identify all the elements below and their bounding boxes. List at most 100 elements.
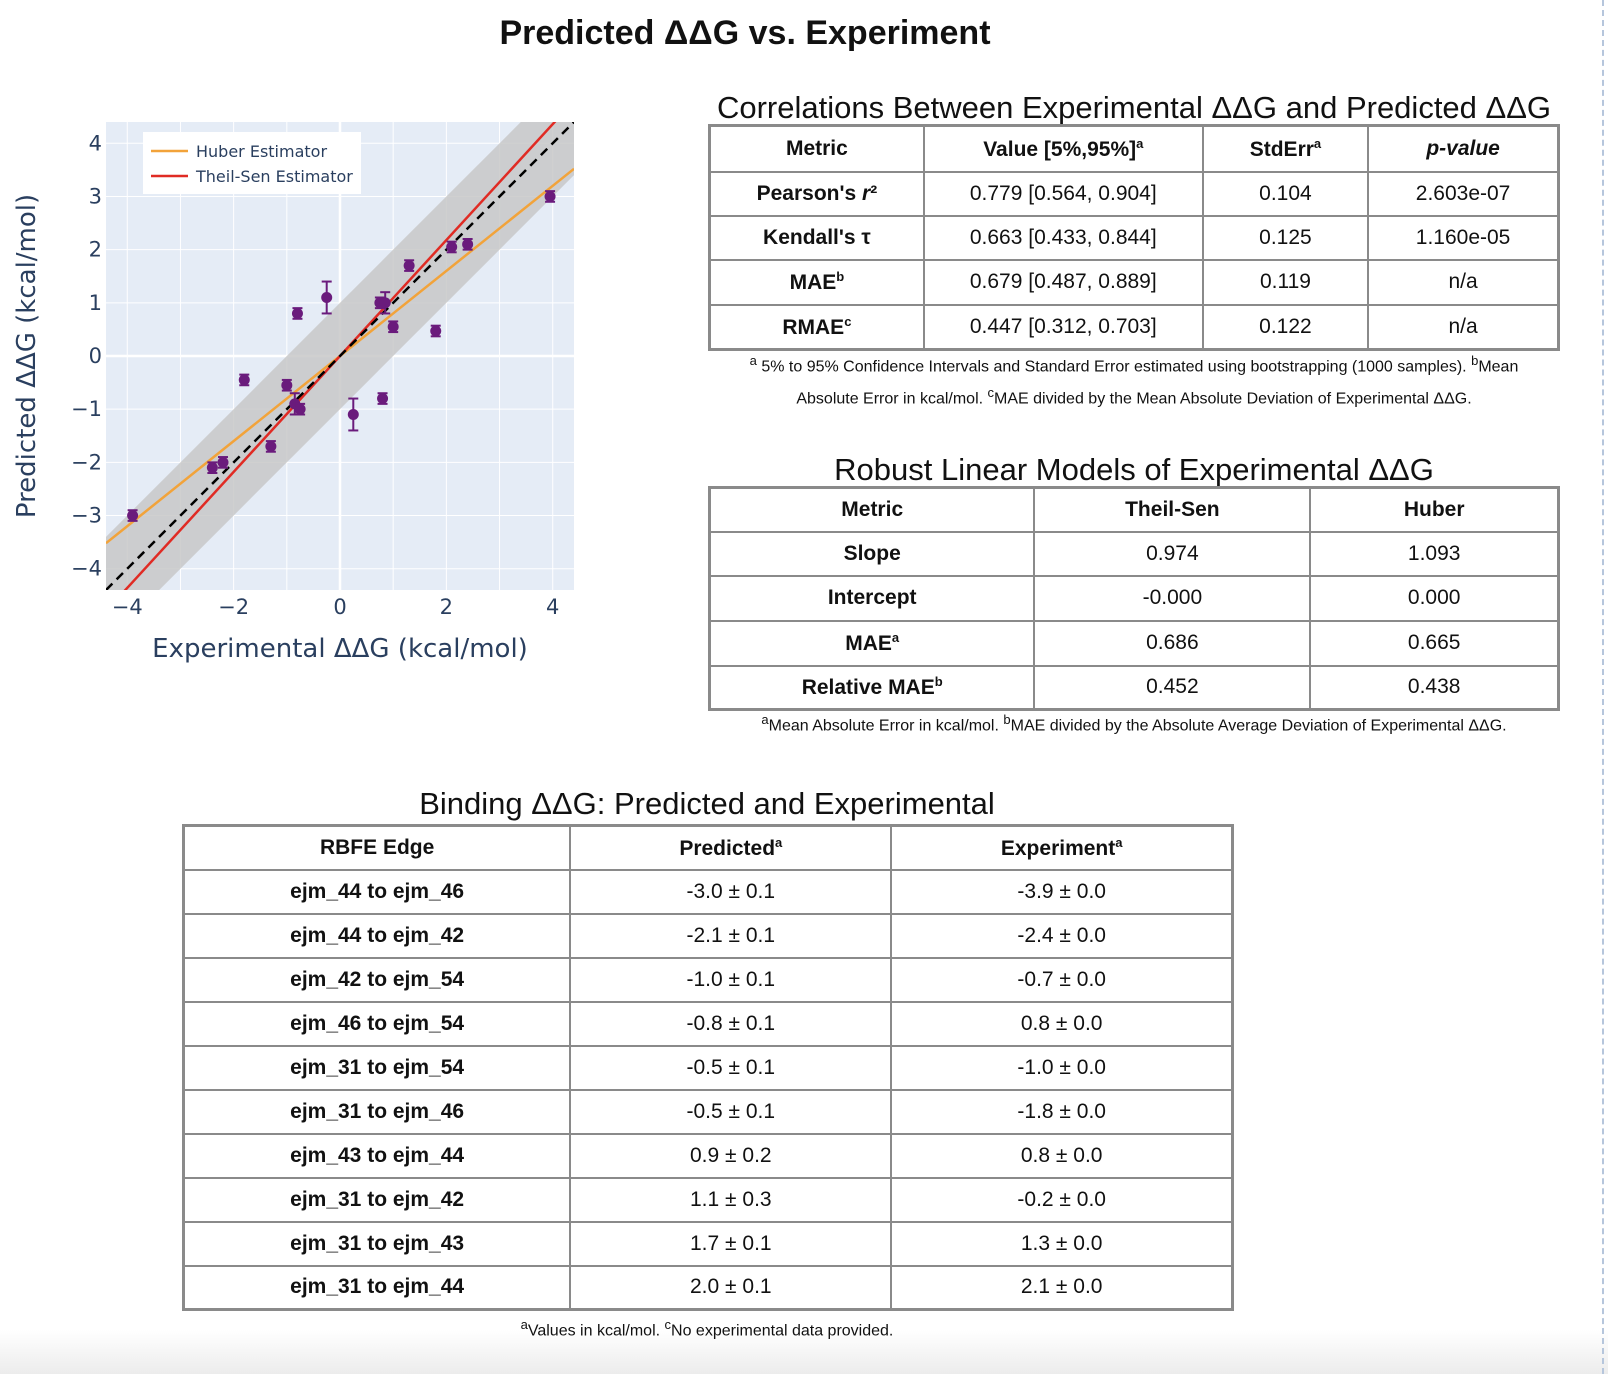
predicted-cell: -0.5 ± 0.1 <box>569 1044 893 1091</box>
table-row: ejm_43 to ejm_44 0.9 ± 0.2 0.8 ± 0.0 <box>182 1132 1234 1179</box>
table-row: MAEa 0.686 0.665 <box>708 619 1560 667</box>
value-cell: 0.779 [0.564, 0.904] <box>922 170 1204 217</box>
legend: Huber Estimator Theil-Sen Estimator <box>143 132 361 194</box>
data-point <box>321 280 333 315</box>
predicted-cell: 0.9 ± 0.2 <box>569 1132 893 1179</box>
point-marker <box>544 190 556 202</box>
data-point <box>403 259 415 272</box>
huber-cell: 0.438 <box>1309 664 1560 711</box>
point-marker <box>294 403 306 415</box>
stderr-cell: 0.125 <box>1201 214 1370 261</box>
table-row: ejm_44 to ejm_42 -2.1 ± 0.1 -2.4 ± 0.0 <box>182 912 1234 959</box>
y-tick-labels: −4 −3 −2 −1 0 1 2 3 4 <box>71 131 102 580</box>
huber-cell: 1.093 <box>1309 530 1560 577</box>
x-tick-label: −4 <box>112 595 143 619</box>
theil-sen-cell: 0.974 <box>1033 530 1312 577</box>
table-row: ejm_31 to ejm_46 -0.5 ± 0.1 -1.8 ± 0.0 <box>182 1088 1234 1135</box>
table-row: ejm_31 to ejm_42 1.1 ± 0.3 -0.2 ± 0.0 <box>182 1176 1234 1223</box>
point-marker <box>127 510 139 522</box>
table-row: Relative MAEb 0.452 0.438 <box>708 664 1560 711</box>
metric-cell: Kendall's τ <box>708 214 925 261</box>
metric-cell: RMAEc <box>708 303 925 351</box>
metric-cell: Pearson's r² <box>708 170 925 217</box>
point-marker <box>321 292 333 303</box>
table-row: Kendall's τ 0.663 [0.433, 0.844] 0.125 1… <box>708 214 1560 261</box>
data-point <box>127 509 139 522</box>
table-row: Intercept -0.000 0.000 <box>708 574 1560 622</box>
robust-table-title: Robust Linear Models of Experimental ΔΔG <box>834 452 1434 487</box>
header-experiment: Experimenta <box>890 824 1234 871</box>
y-axis-title: Predicted ΔΔG (kcal/mol) <box>12 194 42 518</box>
point-marker <box>217 456 229 468</box>
p-value-cell: n/a <box>1367 258 1560 306</box>
table-row: RMAEc 0.447 [0.312, 0.703] 0.122 n/a <box>708 303 1560 351</box>
correlations-table-title: Correlations Between Experimental ΔΔG an… <box>716 90 1552 125</box>
page-edge-guide <box>1602 0 1604 1374</box>
data-point <box>387 320 399 334</box>
edge-cell: ejm_46 to ejm_54 <box>182 1000 572 1047</box>
point-marker <box>379 297 391 309</box>
experiment-cell: 0.8 ± 0.0 <box>890 1132 1234 1179</box>
predicted-cell: -2.1 ± 0.1 <box>569 912 893 959</box>
predicted-cell: -0.8 ± 0.1 <box>569 1000 893 1047</box>
data-point <box>544 190 556 203</box>
data-point <box>379 291 391 315</box>
edge-cell: ejm_44 to ejm_42 <box>182 912 572 959</box>
robust-footnote: aMean Absolute Error in kcal/mol. bMAE d… <box>761 712 1507 735</box>
data-point <box>430 324 442 338</box>
experiment-cell: 2.1 ± 0.0 <box>890 1264 1234 1311</box>
point-marker <box>403 260 415 272</box>
table-row: ejm_31 to ejm_44 2.0 ± 0.1 2.1 ± 0.0 <box>182 1264 1234 1311</box>
y-tick-label: −3 <box>71 504 102 528</box>
huber-cell: 0.000 <box>1309 574 1560 622</box>
data-point <box>281 378 293 392</box>
header-huber: Huber <box>1309 486 1560 533</box>
y-tick-label: 4 <box>89 131 102 155</box>
metric-cell: Relative MAEb <box>708 664 1036 711</box>
data-point <box>347 397 359 432</box>
data-point <box>206 461 218 474</box>
metric-cell: MAEb <box>708 258 925 306</box>
header-stderr: StdErra <box>1201 124 1370 173</box>
point-marker <box>446 241 458 253</box>
experiment-cell: -0.7 ± 0.0 <box>890 956 1234 1003</box>
predicted-cell: -0.5 ± 0.1 <box>569 1088 893 1135</box>
edge-cell: ejm_31 to ejm_44 <box>182 1264 572 1311</box>
y-tick-label: 0 <box>89 344 102 368</box>
data-point <box>446 240 458 254</box>
table-header-row: Metric Value [5%,95%]a StdErra p-value <box>708 124 1560 173</box>
table-row: Pearson's r² 0.779 [0.564, 0.904] 0.104 … <box>708 170 1560 217</box>
identity-line <box>106 122 574 590</box>
y-tick-label: −2 <box>71 450 102 474</box>
edge-cell: ejm_44 to ejm_46 <box>182 868 572 915</box>
data-point <box>291 307 303 320</box>
edge-cell: ejm_31 to ejm_42 <box>182 1176 572 1223</box>
point-marker <box>265 440 277 452</box>
point-marker <box>377 393 389 405</box>
y-tick-label: 3 <box>89 184 102 208</box>
metric-cell: MAEa <box>708 619 1036 667</box>
data-point <box>377 392 389 405</box>
value-cell: 0.447 [0.312, 0.703] <box>922 303 1204 351</box>
predicted-cell: 1.1 ± 0.3 <box>569 1176 893 1223</box>
point-marker <box>430 325 442 337</box>
experiment-cell: -0.2 ± 0.0 <box>890 1176 1234 1223</box>
legend-theil-sen-label: Theil-Sen Estimator <box>195 167 353 186</box>
point-marker <box>462 238 474 250</box>
table-row: ejm_46 to ejm_54 -0.8 ± 0.1 0.8 ± 0.0 <box>182 1000 1234 1047</box>
p-value-cell: 1.160e-05 <box>1367 214 1560 261</box>
y-tick-label: 2 <box>89 238 102 262</box>
edge-cell: ejm_42 to ejm_54 <box>182 956 572 1003</box>
table-header-row: RBFE Edge Predicteda Experimenta <box>182 824 1234 871</box>
theil-sen-cell: -0.000 <box>1033 574 1312 622</box>
edge-cell: ejm_43 to ejm_44 <box>182 1132 572 1179</box>
bottom-shade <box>0 1330 1608 1374</box>
table-row: ejm_42 to ejm_54 -1.0 ± 0.1 -0.7 ± 0.0 <box>182 956 1234 1003</box>
p-value-cell: n/a <box>1367 303 1560 351</box>
experiment-cell: -1.8 ± 0.0 <box>890 1088 1234 1135</box>
fit-lines <box>106 122 574 590</box>
header-value: Value [5%,95%]a <box>922 124 1204 173</box>
edge-cell: ejm_31 to ejm_46 <box>182 1088 572 1135</box>
experiment-cell: 1.3 ± 0.0 <box>890 1220 1234 1267</box>
stderr-cell: 0.122 <box>1201 303 1370 351</box>
